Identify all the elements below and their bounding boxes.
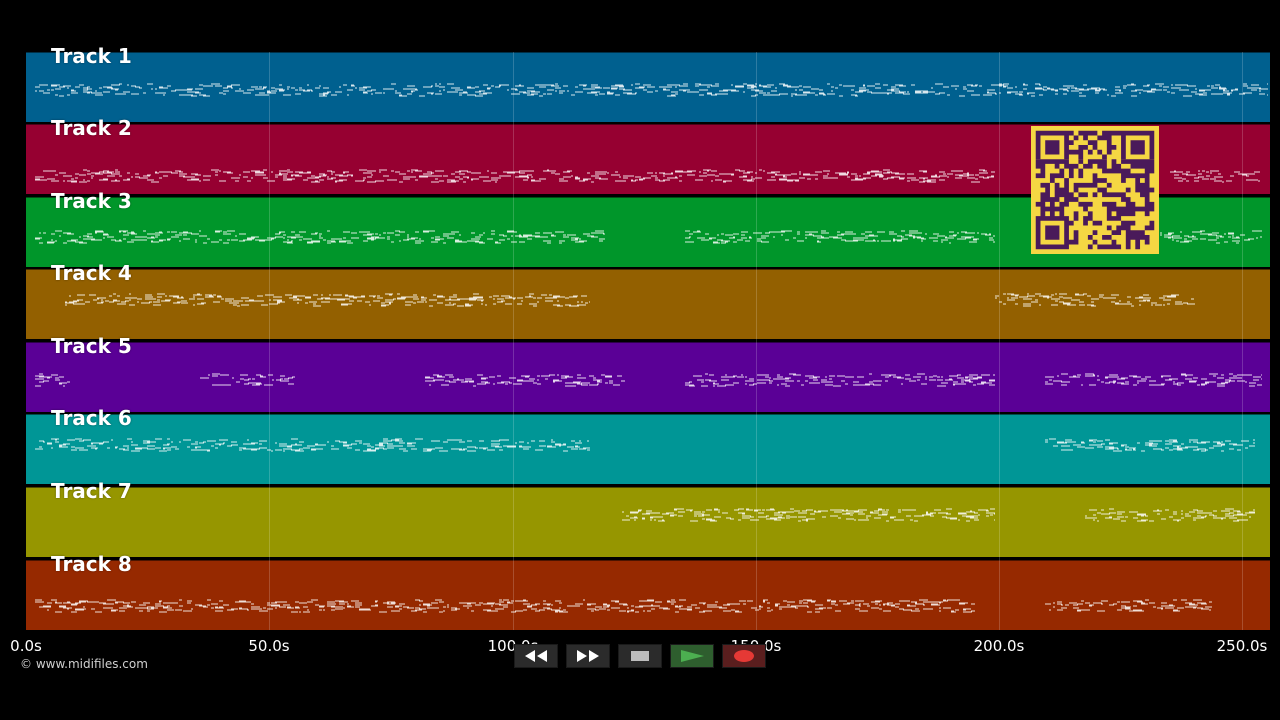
qr-modules [1035, 130, 1155, 250]
stop-button[interactable] [618, 644, 662, 668]
note-squiggles [35, 83, 1268, 613]
play-icon [681, 650, 704, 662]
transport-controls [514, 644, 766, 668]
track-label: Track 3 [51, 189, 132, 213]
qr-code [1031, 126, 1159, 254]
track-label: Track 2 [51, 116, 132, 140]
time-gridline [269, 52, 270, 630]
track-lane-5: Track 5 [26, 334, 1270, 412]
track-label: Track 8 [51, 552, 132, 576]
time-gridline [1242, 52, 1243, 630]
time-gridline [756, 52, 757, 630]
qr-code-icon [1035, 130, 1155, 250]
time-tick-label: 250.0s [1216, 637, 1268, 655]
play-button[interactable] [670, 644, 714, 668]
time-gridline [513, 52, 514, 630]
track-label: Track 5 [51, 334, 132, 358]
fast-forward-icon [577, 650, 599, 662]
track-lane-6: Track 6 [26, 406, 1270, 484]
track-label: Track 1 [51, 44, 132, 68]
track-label: Track 6 [51, 406, 132, 430]
time-tick-label: 200.0s [973, 637, 1025, 655]
fast-forward-button[interactable] [566, 644, 610, 668]
copyright-text: © www.midifiles.com [20, 657, 148, 671]
track-label: Track 4 [51, 261, 132, 285]
time-gridline [999, 52, 1000, 630]
time-tick-label: 0.0s [10, 637, 42, 655]
record-icon [734, 650, 754, 662]
track-lane-8: Track 8 [26, 552, 1270, 630]
track-lane-7: Track 7 [26, 479, 1270, 557]
record-button[interactable] [722, 644, 766, 668]
time-tick-label: 50.0s [248, 637, 290, 655]
rewind-icon [525, 650, 547, 662]
stop-icon [631, 651, 649, 661]
rewind-button[interactable] [514, 644, 558, 668]
track-lane-4: Track 4 [26, 261, 1270, 339]
track-label: Track 7 [51, 479, 132, 503]
